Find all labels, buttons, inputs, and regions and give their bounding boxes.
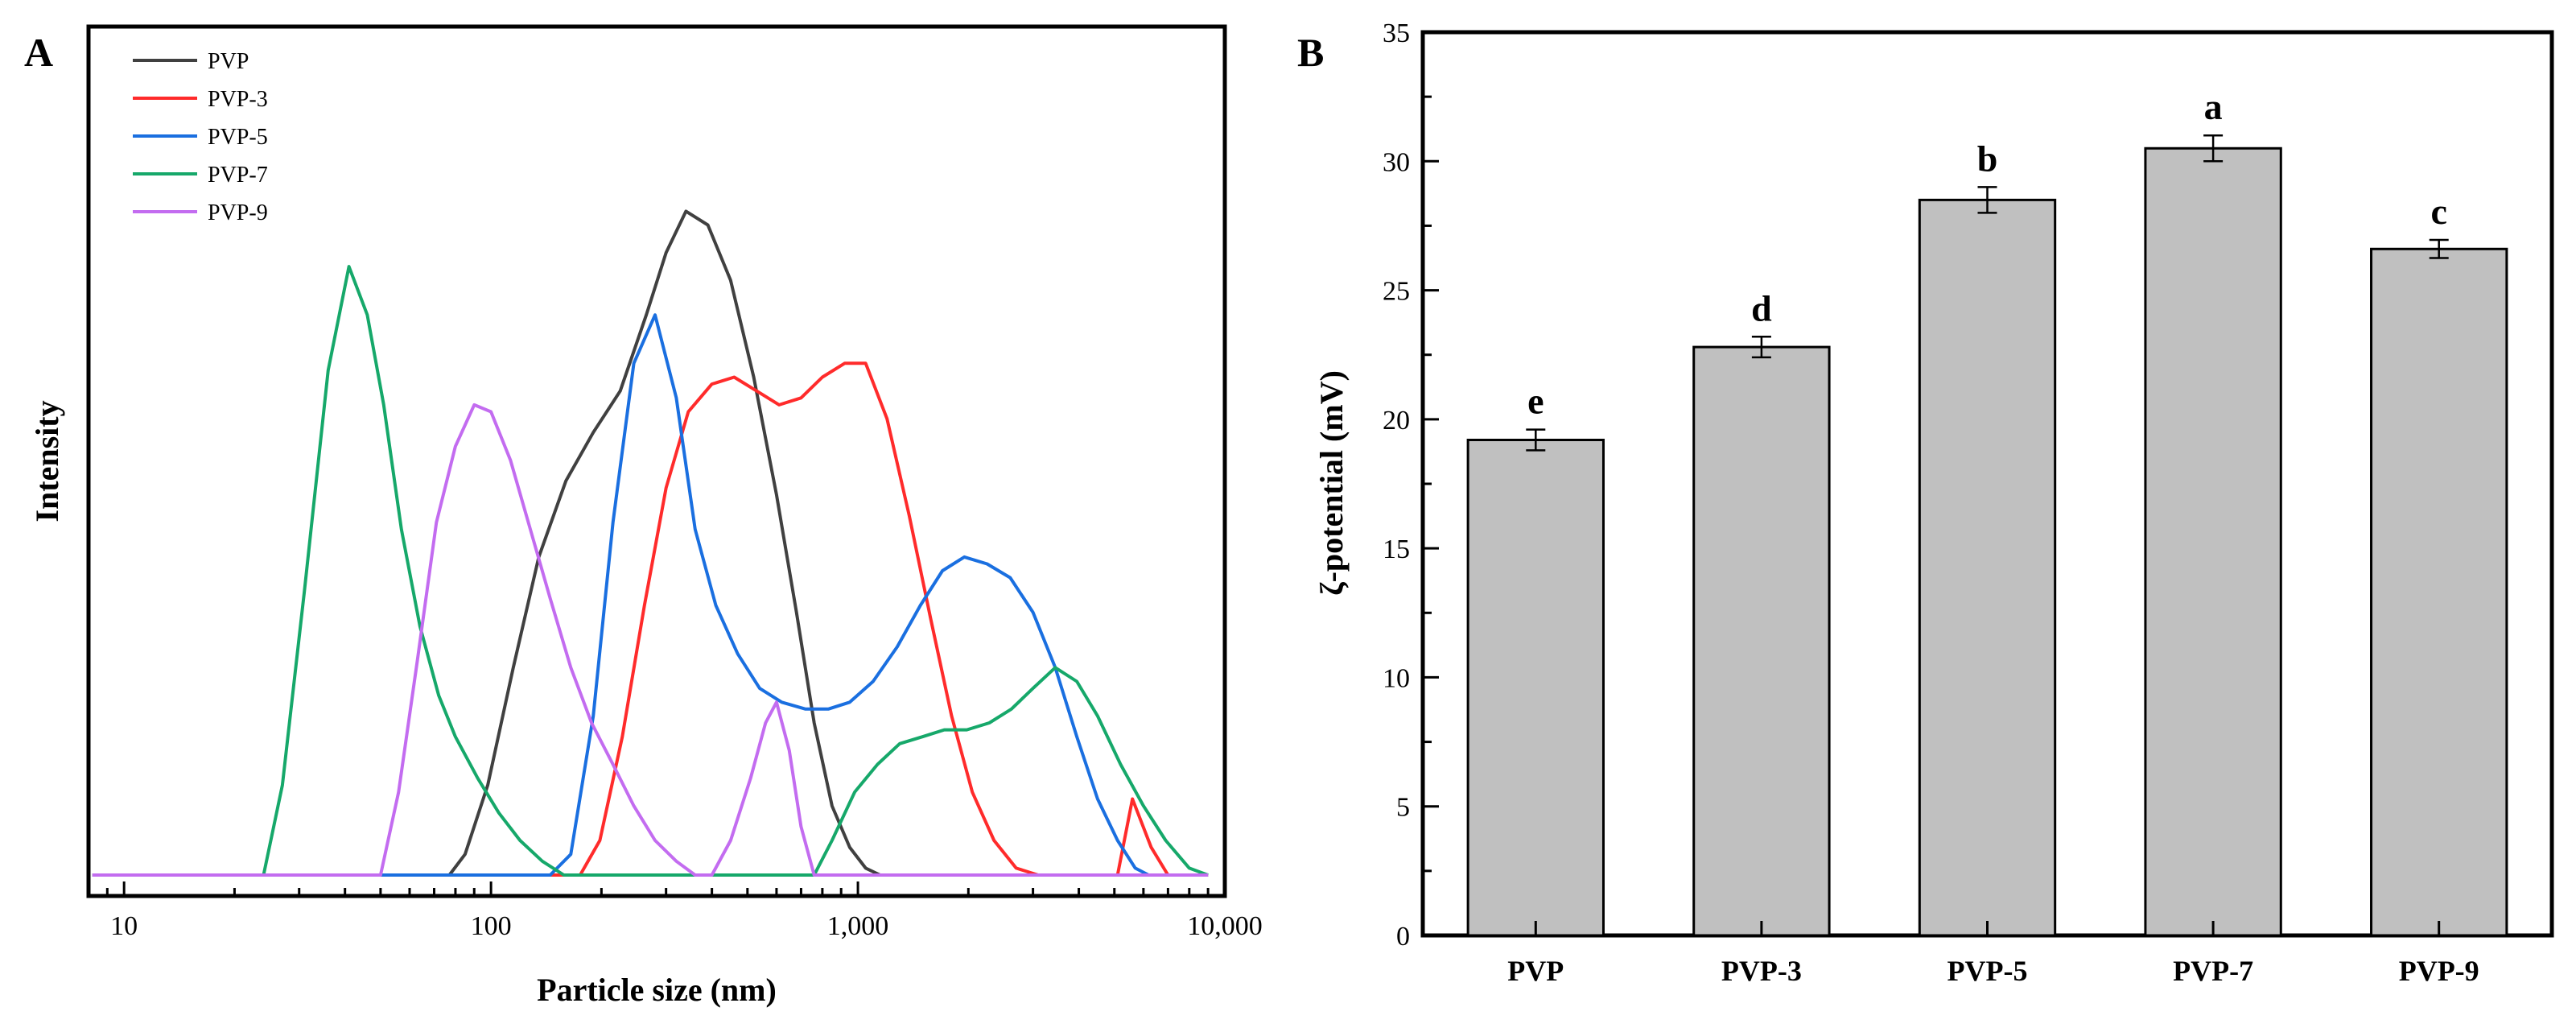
y-tick-label: 5 <box>1396 793 1410 823</box>
x-tick-label: 10 <box>110 911 138 941</box>
y-tick-label: 30 <box>1383 147 1410 177</box>
x-tick-label: 1,000 <box>827 911 889 941</box>
x-tick-label: 100 <box>471 911 512 941</box>
legend-label-pvp: PVP <box>208 49 249 74</box>
category-label-pvp-9: PVP-9 <box>2399 955 2479 987</box>
y-tick-label: 0 <box>1396 922 1410 952</box>
y-tick-label: 35 <box>1383 19 1410 48</box>
bar-pvp-5 <box>1918 198 2057 937</box>
panel-a-plot-frame <box>86 24 1227 898</box>
panel-b-y-ticks: 0 5 10 15 20 25 30 35 <box>1383 19 1439 952</box>
x-tick-label: 10,000 <box>1187 911 1263 941</box>
significance-letter-pvp-9: c <box>2430 191 2446 232</box>
y-tick-label: 10 <box>1383 663 1410 693</box>
series-line-pvp-5 <box>92 313 1209 877</box>
panel-letter-a: A <box>24 30 53 75</box>
panel-b-category-labels: PVP PVP-3 PVP-5 PVP-7 PVP-9 <box>1507 921 2479 987</box>
panel-b-y-axis-title: ζ-potential (mV) <box>1313 370 1350 596</box>
legend-label-pvp-5: PVP-5 <box>208 125 268 150</box>
panel-a-x-axis-title: Particle size (nm) <box>537 972 777 1008</box>
bar-pvp-7 <box>2144 147 2282 937</box>
y-tick-label: 25 <box>1383 277 1410 307</box>
legend-label-pvp-7: PVP-7 <box>208 163 268 188</box>
series-line-pvp-9 <box>92 403 1209 877</box>
bar-pvp-3 <box>1692 345 1831 937</box>
size-distribution-lines <box>92 209 1209 877</box>
bar-pvp <box>1466 439 1605 937</box>
significance-letter-pvp-3: d <box>1751 287 1772 328</box>
legend-label-pvp-9: PVP-9 <box>208 200 268 225</box>
bar-pvp-9 <box>2370 247 2508 937</box>
zeta-potential-bars: e d b a c <box>1466 86 2508 937</box>
y-tick-label: 15 <box>1383 535 1410 564</box>
series-line-pvp-7 <box>92 265 1209 877</box>
panel-a-particle-size-chart: A 10 100 1,000 10,000 PVPPVP-3PVP-5PVP-7PVP… <box>24 24 1263 1008</box>
category-label-pvp: PVP <box>1507 955 1564 987</box>
significance-letter-pvp-5: b <box>1977 138 1998 179</box>
panel-letter-b: B <box>1297 30 1324 75</box>
significance-letter-pvp-7: a <box>2204 86 2223 127</box>
legend-label-pvp-3: PVP-3 <box>208 87 268 112</box>
panel-a-x-ticks: 10 100 1,000 10,000 <box>87 881 1263 941</box>
category-label-pvp-3: PVP-3 <box>1721 955 1802 987</box>
series-line-pvp <box>92 209 1209 877</box>
category-label-pvp-5: PVP-5 <box>1947 955 2028 987</box>
category-label-pvp-7: PVP-7 <box>2173 955 2253 987</box>
series-line-pvp-3 <box>92 361 1209 877</box>
significance-letter-pvp: e <box>1527 381 1544 422</box>
panel-a-legend: PVP PVP-3 PVP-5 PVP-7 PVP-9 <box>133 49 268 225</box>
y-tick-label: 20 <box>1383 406 1410 436</box>
panel-b-zeta-potential-chart: B 0 5 10 15 20 25 30 35 e d b a c PVP PVP-3 PVP-5 PVP-… <box>1297 19 2554 987</box>
panel-a-y-axis-title: Intensity <box>29 400 65 522</box>
